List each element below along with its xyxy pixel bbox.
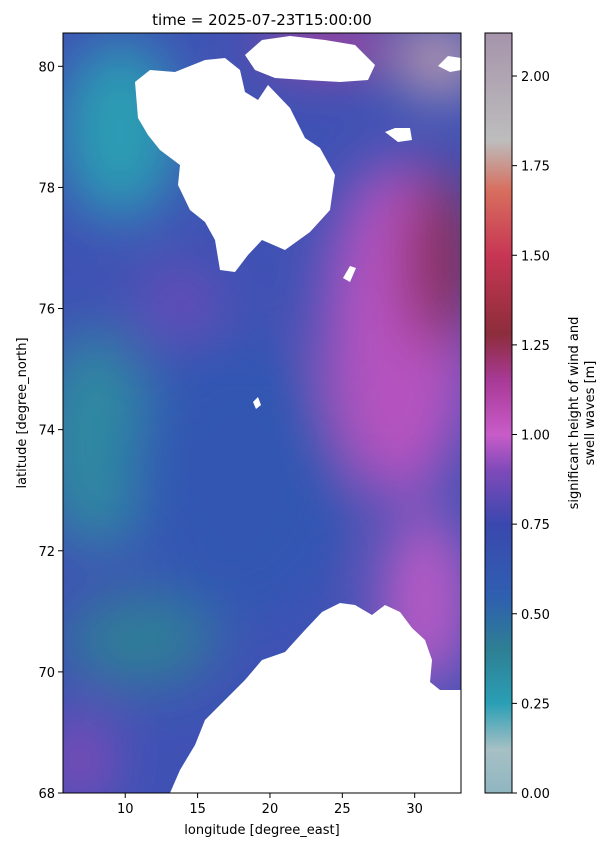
field-northeast-peak: [400, 33, 461, 95]
colorbar-label-line2: swell waves [m]: [583, 361, 598, 466]
colorbar-tick-label: 2.00: [521, 70, 550, 85]
y-tick-label: 70: [38, 666, 55, 681]
x-axis-label: longitude [degree_east]: [184, 823, 339, 838]
x-tick-label: 10: [117, 802, 134, 817]
colorbar-tick-label: 0.50: [521, 608, 550, 623]
y-tick-label: 74: [38, 424, 55, 439]
x-tick-label: 15: [189, 802, 206, 817]
land-bjornoya: [253, 397, 261, 409]
wave-height-field: [63, 33, 461, 793]
colorbar-tick-label: 1.75: [521, 160, 550, 175]
x-axis: 10 15 20 25 30: [117, 793, 423, 817]
y-axis: 68 70 72 74 76 78 80: [38, 60, 63, 802]
y-tick-label: 68: [38, 787, 55, 802]
y-tick-label: 80: [38, 60, 55, 75]
land-nordaustlandet: [245, 36, 375, 82]
field-southwest-corner-high: [63, 715, 110, 793]
colorbar-tick-label: 0.00: [521, 787, 550, 802]
field-west-low: [63, 330, 150, 550]
x-tick-label: 30: [406, 802, 423, 817]
chart-title: time = 2025-07-23T15:00:00: [152, 11, 372, 29]
y-tick-label: 76: [38, 303, 55, 318]
colorbar-label-line1: significant height of wind and: [567, 317, 582, 510]
colorbar-ticks: 0.00 0.25 0.50 0.75 1.00 1.25 1.50 1.75 2.00: [512, 70, 550, 802]
field-central-mid: [130, 340, 350, 620]
colorbar-fill: [484, 32, 513, 794]
land-small-island-east: [385, 128, 412, 142]
colorbar-tick-label: 1.25: [521, 339, 550, 354]
plot-frame: [62, 32, 462, 794]
field-bear-island-high: [145, 275, 215, 325]
land-masses: [135, 36, 461, 793]
plot-area: [63, 33, 461, 793]
field-east-peak: [405, 170, 461, 350]
land-kvitoya: [438, 56, 461, 72]
colorbar: 0.00 0.25 0.50 0.75 1.00 1.25 1.50 1.75 2.00 sig…: [484, 32, 598, 802]
y-tick-label: 78: [38, 181, 55, 196]
colorbar-tick-label: 0.75: [521, 518, 550, 533]
field-southwest-low: [65, 595, 215, 685]
y-tick-label: 72: [38, 545, 55, 560]
land-svalbard-spitsbergen: [135, 58, 335, 272]
colorbar-tick-label: 1.50: [521, 249, 550, 264]
colorbar-tick-label: 1.00: [521, 429, 550, 444]
y-axis-label: latitude [degree_north]: [15, 337, 30, 488]
land-hopen: [343, 266, 356, 282]
colorbar-tick-label: 0.25: [521, 697, 550, 712]
x-tick-label: 25: [334, 802, 351, 817]
land-norway: [170, 603, 461, 793]
x-tick-label: 20: [262, 802, 279, 817]
